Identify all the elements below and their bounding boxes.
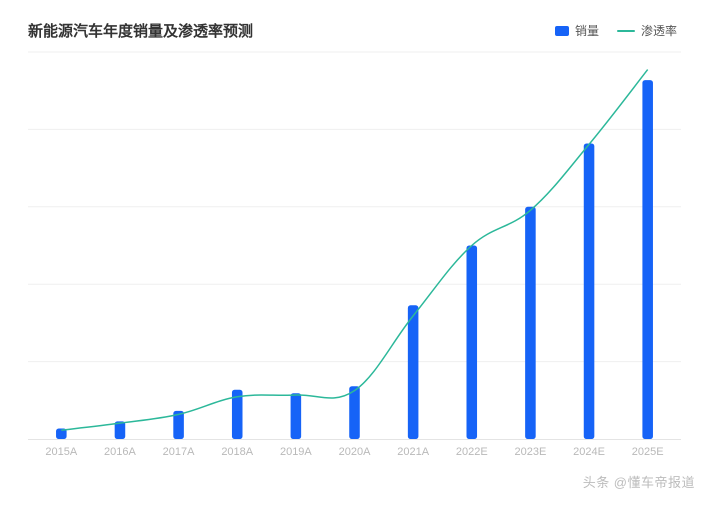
legend-item-bar: 销量: [555, 22, 599, 39]
legend: 销量 渗透率: [555, 22, 677, 39]
legend-swatch-line: [617, 30, 635, 32]
trend-line: [61, 70, 647, 431]
watermark: 头条 @懂车帝报道: [583, 472, 695, 491]
x-tick-label: 2015A: [45, 446, 77, 458]
bar: [466, 246, 477, 440]
chart-container: 新能源汽车年度销量及渗透率预测 销量 渗透率 2015A2016A2017A20…: [0, 0, 709, 509]
x-tick-label: 2019A: [280, 446, 312, 458]
bar: [642, 80, 653, 439]
legend-label-bar: 销量: [575, 22, 599, 39]
x-tick-label: 2020A: [339, 446, 371, 458]
x-tick-label: 2021A: [397, 446, 429, 458]
legend-swatch-bar: [555, 26, 569, 36]
bar: [291, 393, 302, 439]
bar: [408, 305, 419, 439]
x-tick-label: 2023E: [515, 446, 547, 458]
x-tick-label: 2018A: [221, 446, 253, 458]
plot-area: 2015A 2016A 2017A 2018A 2019A 2020A 2021A 2022E…: [28, 52, 681, 461]
x-tick-label: 2016A: [104, 446, 136, 458]
x-tick-label: 2017A: [163, 446, 195, 458]
x-tick-label: 2022E: [456, 446, 488, 458]
legend-item-line: 渗透率: [617, 22, 677, 39]
x-tick-label: 2025E: [632, 446, 664, 458]
bar: [584, 143, 595, 439]
bar: [525, 207, 536, 439]
legend-label-line: 渗透率: [641, 22, 677, 39]
x-tick-label: 2024E: [573, 446, 605, 458]
bar: [349, 386, 360, 439]
chart-svg: 2015A 2016A 2017A 2018A 2019A 2020A 2021A 2022E…: [28, 52, 681, 461]
